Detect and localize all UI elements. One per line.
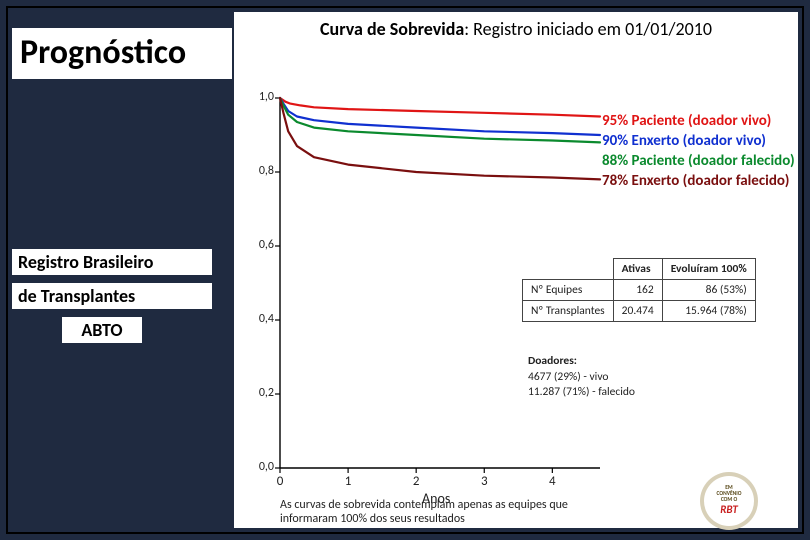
- slide-title: Prognóstico: [12, 28, 232, 79]
- series-enxerto-falecido: [280, 98, 600, 179]
- table-header: Ativas: [613, 259, 662, 280]
- rbt-seal: EM CONVÊNIO COM O RBT: [700, 472, 758, 530]
- donors-header: Doadores:: [528, 354, 635, 370]
- xtick-label: 2: [406, 474, 426, 489]
- ytick-label: 0,0: [244, 460, 274, 474]
- donors-line-2: 11.287 (71%) - falecido: [528, 385, 635, 401]
- legend-item: 90% Enxerto (doador vivo): [602, 132, 766, 150]
- footnote-text: As curvas de sobrevida contemplam apenas…: [280, 498, 610, 527]
- subtitle-line-1: Registro Brasileiro: [12, 249, 212, 275]
- donors-block: Doadores: 4677 (29%) - vivo 11.287 (71%)…: [528, 354, 635, 401]
- xtick-label: 0: [270, 474, 290, 489]
- left-panel: Prognóstico Registro Brasileiro de Trans…: [12, 28, 232, 343]
- slide-frame: Prognóstico Registro Brasileiro de Trans…: [6, 6, 804, 534]
- ytick-label: 0,8: [244, 164, 274, 178]
- xtick-label: 4: [542, 474, 562, 489]
- legend-item: 95% Paciente (doador vivo): [602, 112, 771, 130]
- legend-item: 88% Paciente (doador falecido): [602, 152, 795, 170]
- xtick-label: 1: [338, 474, 358, 489]
- ytick-label: 0,6: [244, 238, 274, 252]
- table-row: Nº Transplantes20.47415.964 (78%): [523, 301, 756, 322]
- plot-area: 0,00,20,40,60,81,001234Anos 95% Paciente…: [234, 52, 798, 528]
- info-table: AtivasEvoluíram 100%Nº Equipes16286 (53%…: [522, 258, 756, 322]
- table-header: Evoluíram 100%: [662, 259, 755, 280]
- donors-line-1: 4677 (29%) - vivo: [528, 370, 635, 386]
- table-row: Nº Equipes16286 (53%): [523, 280, 756, 301]
- series-paciente-vivo: [280, 98, 600, 117]
- ytick-label: 1,0: [244, 90, 274, 104]
- chart-panel: Curva de Sobrevida: Registro iniciado em…: [234, 12, 798, 528]
- chart-title-rest: : Registro iniciado em 01/01/2010: [464, 18, 712, 40]
- seal-text: EM CONVÊNIO COM O RBT: [706, 478, 752, 524]
- chart-title-bold: Curva de Sobrevida: [320, 18, 464, 40]
- ytick-label: 0,4: [244, 312, 274, 326]
- series-paciente-falecido: [280, 98, 600, 142]
- table-header: [523, 259, 614, 280]
- subtitle-line-2: de Transplantes: [12, 283, 212, 309]
- ytick-label: 0,2: [244, 386, 274, 400]
- chart-title: Curva de Sobrevida: Registro iniciado em…: [234, 18, 798, 40]
- legend-item: 78% Enxerto (doador falecido): [602, 172, 789, 190]
- xtick-label: 3: [474, 474, 494, 489]
- subtitle-line-3: ABTO: [62, 317, 142, 343]
